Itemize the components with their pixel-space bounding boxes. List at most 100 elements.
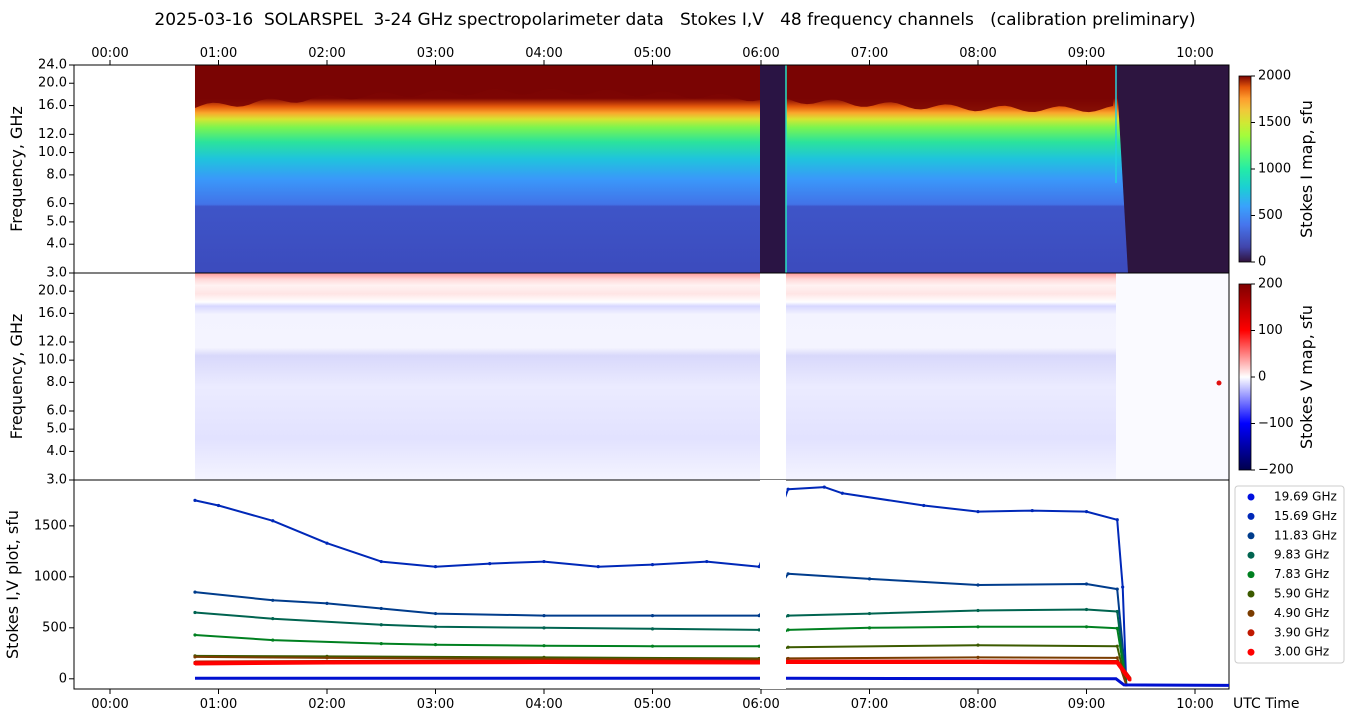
series-point [840, 491, 844, 495]
stokes-i-ytick-label: 16.0 [38, 98, 67, 113]
top-xtick-label: 00:00 [91, 46, 128, 61]
series-point [757, 644, 761, 648]
legend-label: 15.69 GHz [1274, 509, 1337, 523]
series-point [193, 610, 197, 615]
series-point [1121, 585, 1125, 589]
stokes-i-ytick-label: 8.0 [46, 167, 67, 182]
series-point [433, 643, 438, 647]
series-point [1115, 609, 1119, 614]
stokes-v-ytick-label: 8.0 [46, 375, 67, 390]
bottom-xtick-label: 01:00 [200, 697, 237, 712]
top-xtick-label: 07:00 [851, 46, 888, 61]
stokes-i-colorbar-tick-label: 1000 [1258, 162, 1291, 177]
stokes-v-colorbar [1238, 283, 1252, 471]
series-point [1115, 660, 1119, 665]
stokes-i-ytick-label: 24.0 [38, 58, 67, 73]
stokes-i-after-drop [1116, 65, 1229, 273]
series-point [757, 660, 761, 665]
stokes-i-ytick-label: 5.0 [46, 214, 67, 229]
plot-ytick-label: 1000 [34, 569, 67, 584]
series-point [976, 643, 980, 647]
stokes-i-ytick-label: 4.0 [46, 237, 67, 252]
bottom-xtick-label: 04:00 [525, 697, 562, 712]
stokes-v-colorbar-tick-label: 200 [1258, 277, 1283, 292]
legend-label: 9.83 GHz [1274, 548, 1329, 562]
stokes-i-colorbar-tick-label: 1500 [1258, 115, 1291, 130]
legend-box [1234, 485, 1345, 664]
stokes-v-map-panel: 20.0 16.0 12.0 10.0 8.0 6.0 5.0 4.0 3.0 Frequency… [7, 272, 1230, 488]
series-point [650, 627, 655, 631]
series-point [786, 613, 790, 618]
series-point [1115, 656, 1119, 660]
series-point [786, 487, 790, 491]
stokes-v-spectrum [194, 273, 1116, 480]
series-point [379, 606, 383, 611]
figure-title: 2025-03-16 SOLARSPEL 3-24 GHz spectropol… [154, 10, 1196, 30]
stokes-i-ytick-label: 6.0 [46, 196, 67, 211]
stokes-i-data-gap [760, 65, 786, 273]
series-point [193, 661, 197, 666]
bottom-xtick-label: 09:00 [1068, 697, 1105, 712]
series-point [1030, 508, 1034, 513]
series-point [976, 655, 980, 659]
stokes-v-ytick-label: 10.0 [38, 353, 67, 368]
series-point [542, 626, 546, 630]
series-point [433, 611, 438, 616]
series-point [822, 485, 826, 489]
series-point [757, 628, 761, 632]
legend-marker [1247, 493, 1255, 501]
series-point [757, 613, 761, 618]
series-point [786, 572, 790, 576]
top-xtick-label: 08:00 [959, 46, 996, 61]
stokes-i-colorbar-tick-label: 2000 [1258, 69, 1291, 84]
series-point [433, 565, 438, 569]
series-point [1115, 587, 1119, 591]
series-point [193, 655, 197, 659]
stokes-i-colorbar-tick-label: 500 [1258, 208, 1283, 223]
series-point [867, 626, 872, 630]
plot-ytick-label: 0 [59, 671, 67, 686]
legend-marker [1247, 532, 1255, 540]
stokes-v-data-gap [760, 273, 786, 480]
series-point [542, 559, 546, 564]
series-point [1084, 582, 1089, 586]
legend-label: 3.00 GHz [1274, 645, 1329, 659]
stokes-v-baseline-trace [194, 676, 1229, 687]
stokes-i-ytick-label: 20.0 [38, 76, 67, 91]
stokes-i-saturated-band [194, 65, 1116, 113]
series-point [271, 617, 275, 621]
top-xtick-label: 02:00 [308, 46, 345, 61]
stokes-iv-plot-panel: 00:00 01:00 02:00 03:00 04:00 05:00 06:00 07:00… [3, 479, 1299, 712]
bottom-xtick-label: 08:00 [959, 697, 996, 712]
legend-marker [1247, 590, 1255, 598]
stokes-i-colorbar [1238, 75, 1252, 263]
series-point [786, 628, 790, 632]
bottom-xtick-label: 06:00 [742, 697, 779, 712]
series-point [1115, 644, 1119, 648]
plot-data-gap [760, 480, 786, 689]
legend-label: 19.69 GHz [1274, 490, 1337, 504]
stokes-i-ytick-label: 3.0 [46, 266, 67, 281]
legend-marker [1247, 629, 1255, 637]
stokes-v-colorbar-tick-label: −100 [1258, 416, 1294, 431]
series-point [976, 608, 980, 613]
stokes-v-after-drop [1116, 273, 1229, 480]
top-xtick-label: 10:00 [1176, 46, 1213, 61]
series-point [786, 645, 790, 649]
legend-label: 5.90 GHz [1274, 587, 1329, 601]
bottom-xtick-label: 00:00 [91, 697, 128, 712]
stokes-v-ytick-label: 16.0 [38, 306, 67, 321]
stokes-v-ytick-label: 4.0 [46, 444, 67, 459]
series-point [757, 565, 761, 569]
legend-marker [1247, 551, 1255, 559]
bottom-xtick-label: 10:00 [1176, 697, 1213, 712]
top-xtick-label: 01:00 [200, 46, 237, 61]
top-xtick-label: 06:00 [742, 46, 779, 61]
stokes-i-colorbar-label: Stokes I map, sfu [1297, 100, 1316, 238]
plot-ytick-label: 500 [42, 620, 67, 635]
stokes-i-ytick-label: 10.0 [38, 145, 67, 160]
series-point [193, 633, 197, 637]
plot-ylabel: Stokes I,V plot, sfu [3, 510, 22, 659]
